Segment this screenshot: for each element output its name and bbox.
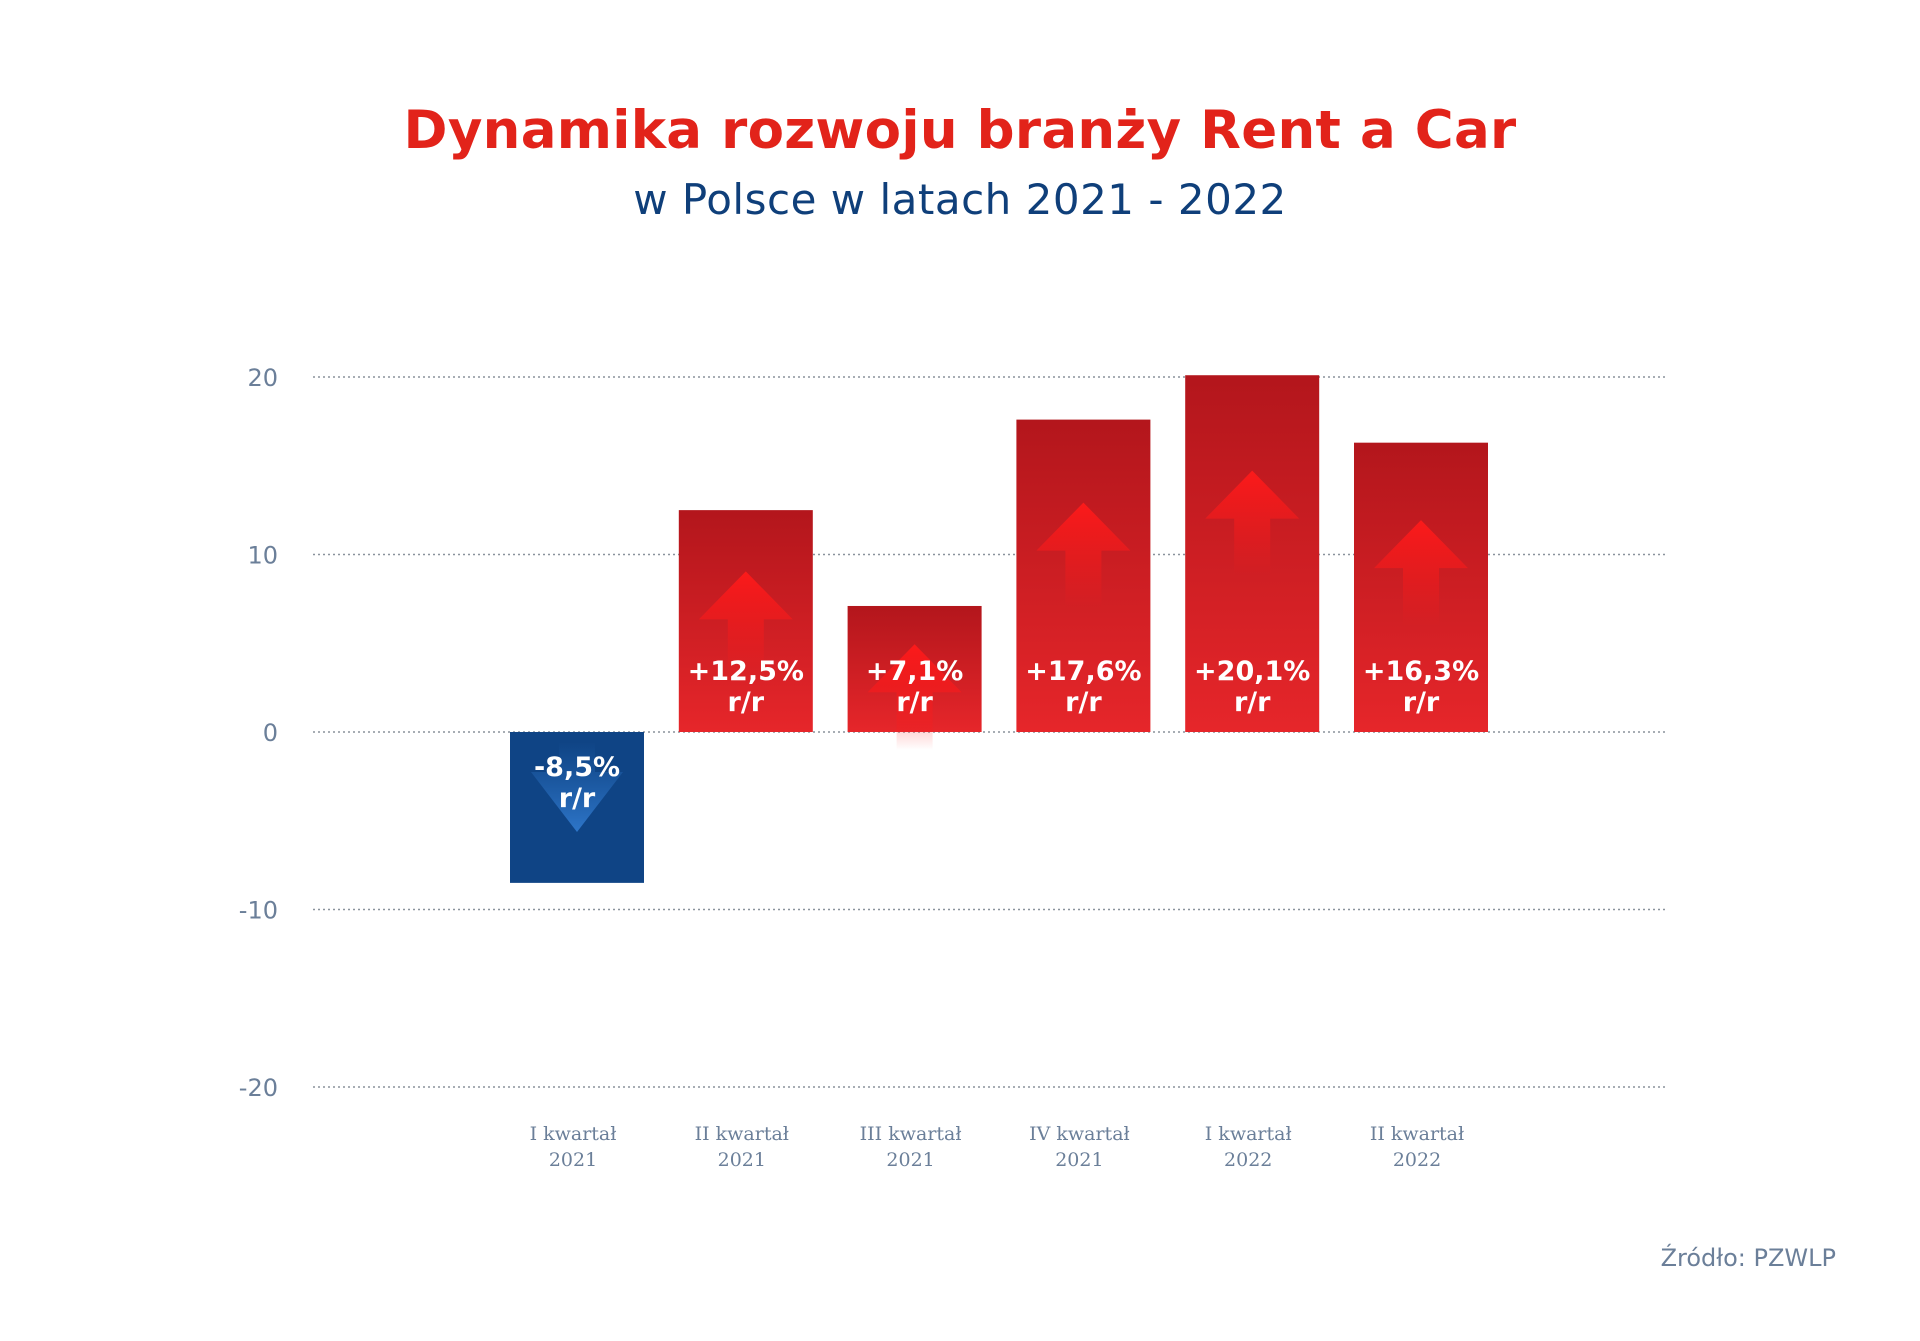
- data-label-suffix: r/r: [728, 687, 765, 718]
- data-label: +20,1%: [1194, 656, 1310, 687]
- x-tick-label: I kwartał: [530, 1123, 617, 1145]
- x-tick-label: 2021: [1055, 1149, 1103, 1171]
- chart-subtitle: w Polsce w latach 2021 - 2022: [633, 175, 1287, 224]
- data-label: +17,6%: [1025, 656, 1141, 687]
- trend-up-icon: [1036, 502, 1131, 609]
- x-tick-label: III kwartał: [860, 1123, 962, 1145]
- trend-up-icon: [698, 571, 793, 678]
- data-label-suffix: r/r: [1234, 687, 1271, 718]
- x-tick-label: II kwartał: [695, 1123, 789, 1145]
- y-tick-label: -10: [239, 897, 278, 925]
- trend-up-icon: [1374, 520, 1468, 627]
- data-label-suffix: r/r: [896, 687, 933, 718]
- data-label: +16,3%: [1363, 656, 1479, 687]
- chart-title: Dynamika rozwoju branży Rent a Car: [403, 100, 1517, 161]
- x-tick-label: IV kwartał: [1029, 1123, 1130, 1145]
- trend-down-icon: [531, 742, 623, 832]
- trend-up-icon: [867, 644, 962, 751]
- x-tick-label: 2021: [718, 1149, 766, 1171]
- x-tick-label: 2021: [886, 1149, 934, 1171]
- source-note: Źródło: PZWLP: [1660, 1244, 1836, 1272]
- data-label: -8,5%: [534, 752, 620, 783]
- data-label: +7,1%: [866, 656, 964, 687]
- y-tick-label: -20: [239, 1074, 278, 1102]
- x-tick-label: I kwartał: [1205, 1123, 1292, 1145]
- x-tick-label: II kwartał: [1370, 1123, 1464, 1145]
- data-label-suffix: r/r: [1065, 687, 1102, 718]
- x-tick-label: 2022: [1393, 1149, 1441, 1171]
- y-tick-label: 0: [263, 719, 278, 747]
- x-tick-label: 2022: [1224, 1149, 1272, 1171]
- x-tick-label: 2021: [549, 1149, 597, 1171]
- y-tick-label: 10: [247, 542, 278, 570]
- trend-up-icon: [1205, 470, 1300, 577]
- y-tick-label: 20: [247, 364, 278, 392]
- data-label-suffix: r/r: [1403, 687, 1440, 718]
- data-label: +12,5%: [688, 656, 804, 687]
- data-label-suffix: r/r: [559, 783, 596, 814]
